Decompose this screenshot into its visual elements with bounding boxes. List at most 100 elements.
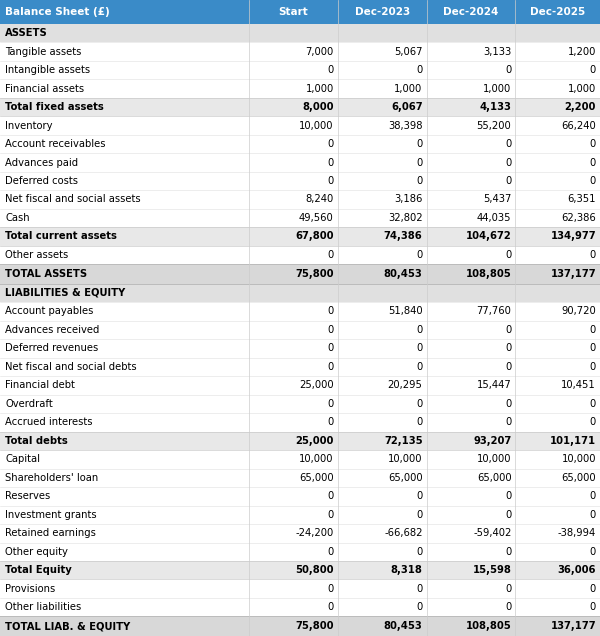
Text: 80,453: 80,453 [384,621,422,631]
Text: 0: 0 [505,417,511,427]
Text: Inventory: Inventory [5,121,53,130]
Text: 0: 0 [590,362,596,372]
Text: 0: 0 [328,491,334,501]
Text: 65,000: 65,000 [562,473,596,483]
Bar [0,469,600,487]
Text: Dec-2023: Dec-2023 [355,7,410,17]
Text: 0: 0 [505,139,511,149]
Text: 7,000: 7,000 [305,46,334,57]
Bar [0,561,600,579]
Text: 0: 0 [505,547,511,556]
Text: 90,720: 90,720 [561,307,596,317]
Text: Overdraft: Overdraft [5,399,53,409]
Text: Dec-2024: Dec-2024 [443,7,499,17]
Text: 8,240: 8,240 [305,195,334,205]
Text: -24,200: -24,200 [296,529,334,538]
Text: 32,802: 32,802 [388,213,422,223]
Text: 25,000: 25,000 [295,436,334,446]
Text: 0: 0 [590,139,596,149]
Text: 10,000: 10,000 [299,121,334,130]
Text: 0: 0 [416,250,422,260]
Bar [0,357,600,376]
Text: 1,200: 1,200 [568,46,596,57]
Text: 25,000: 25,000 [299,380,334,391]
Text: 75,800: 75,800 [295,621,334,631]
Text: 51,840: 51,840 [388,307,422,317]
Text: 10,000: 10,000 [388,454,422,464]
Text: 75,800: 75,800 [295,269,334,279]
Text: 0: 0 [590,65,596,75]
Bar [0,116,600,135]
Text: Total current assets: Total current assets [5,232,117,242]
Text: 0: 0 [328,158,334,167]
Text: Balance Sheet (£): Balance Sheet (£) [5,7,110,17]
Text: 3,186: 3,186 [394,195,422,205]
Text: Advances paid: Advances paid [5,158,78,167]
Text: 0: 0 [416,399,422,409]
Text: 8,000: 8,000 [302,102,334,112]
Text: 101,171: 101,171 [550,436,596,446]
Bar [0,543,600,561]
Text: 0: 0 [505,602,511,612]
Bar [0,209,600,227]
Text: -38,994: -38,994 [558,529,596,538]
Bar [0,227,600,245]
Text: TOTAL LIAB. & EQUITY: TOTAL LIAB. & EQUITY [5,621,130,631]
Text: 0: 0 [590,325,596,335]
Text: Dec-2025: Dec-2025 [530,7,586,17]
Text: 0: 0 [328,176,334,186]
Text: 38,398: 38,398 [388,121,422,130]
Text: 0: 0 [505,343,511,354]
Text: 0: 0 [328,584,334,594]
Text: 134,977: 134,977 [550,232,596,242]
Bar [249,0,338,24]
Text: 8,318: 8,318 [391,565,422,575]
Text: Shareholders' loan: Shareholders' loan [5,473,98,483]
Text: 0: 0 [328,417,334,427]
Bar [0,302,600,321]
Text: 108,805: 108,805 [466,269,511,279]
Text: 10,451: 10,451 [561,380,596,391]
Text: TOTAL ASSETS: TOTAL ASSETS [5,269,87,279]
Text: Total debts: Total debts [5,436,68,446]
Bar [515,0,600,24]
Text: 0: 0 [416,602,422,612]
Text: 137,177: 137,177 [550,621,596,631]
Text: 0: 0 [590,547,596,556]
Text: 0: 0 [505,491,511,501]
Text: 0: 0 [416,491,422,501]
Text: 65,000: 65,000 [477,473,511,483]
Text: Start: Start [278,7,308,17]
Text: 36,006: 36,006 [557,565,596,575]
Bar [0,264,600,284]
Text: 15,447: 15,447 [476,380,511,391]
Text: Cash: Cash [5,213,29,223]
Text: 0: 0 [505,325,511,335]
Text: Net fiscal and social assets: Net fiscal and social assets [5,195,140,205]
Text: Account receivables: Account receivables [5,139,106,149]
Bar [0,579,600,598]
Text: Other liabilities: Other liabilities [5,602,81,612]
Bar [0,376,600,395]
Text: 0: 0 [416,65,422,75]
Bar [0,135,600,153]
Text: 0: 0 [416,158,422,167]
Text: Net fiscal and social debts: Net fiscal and social debts [5,362,137,372]
Text: 0: 0 [590,158,596,167]
Text: 0: 0 [590,343,596,354]
Text: 0: 0 [416,584,422,594]
Text: 0: 0 [416,139,422,149]
Bar [0,153,600,172]
Text: 0: 0 [590,417,596,427]
Text: 77,760: 77,760 [476,307,511,317]
Bar [0,524,600,543]
Text: Capital: Capital [5,454,40,464]
Text: 65,000: 65,000 [388,473,422,483]
Text: 0: 0 [590,399,596,409]
Text: 0: 0 [590,250,596,260]
Text: 0: 0 [505,158,511,167]
Bar [0,339,600,357]
Text: 0: 0 [505,510,511,520]
Bar [0,43,600,61]
Bar [0,506,600,524]
